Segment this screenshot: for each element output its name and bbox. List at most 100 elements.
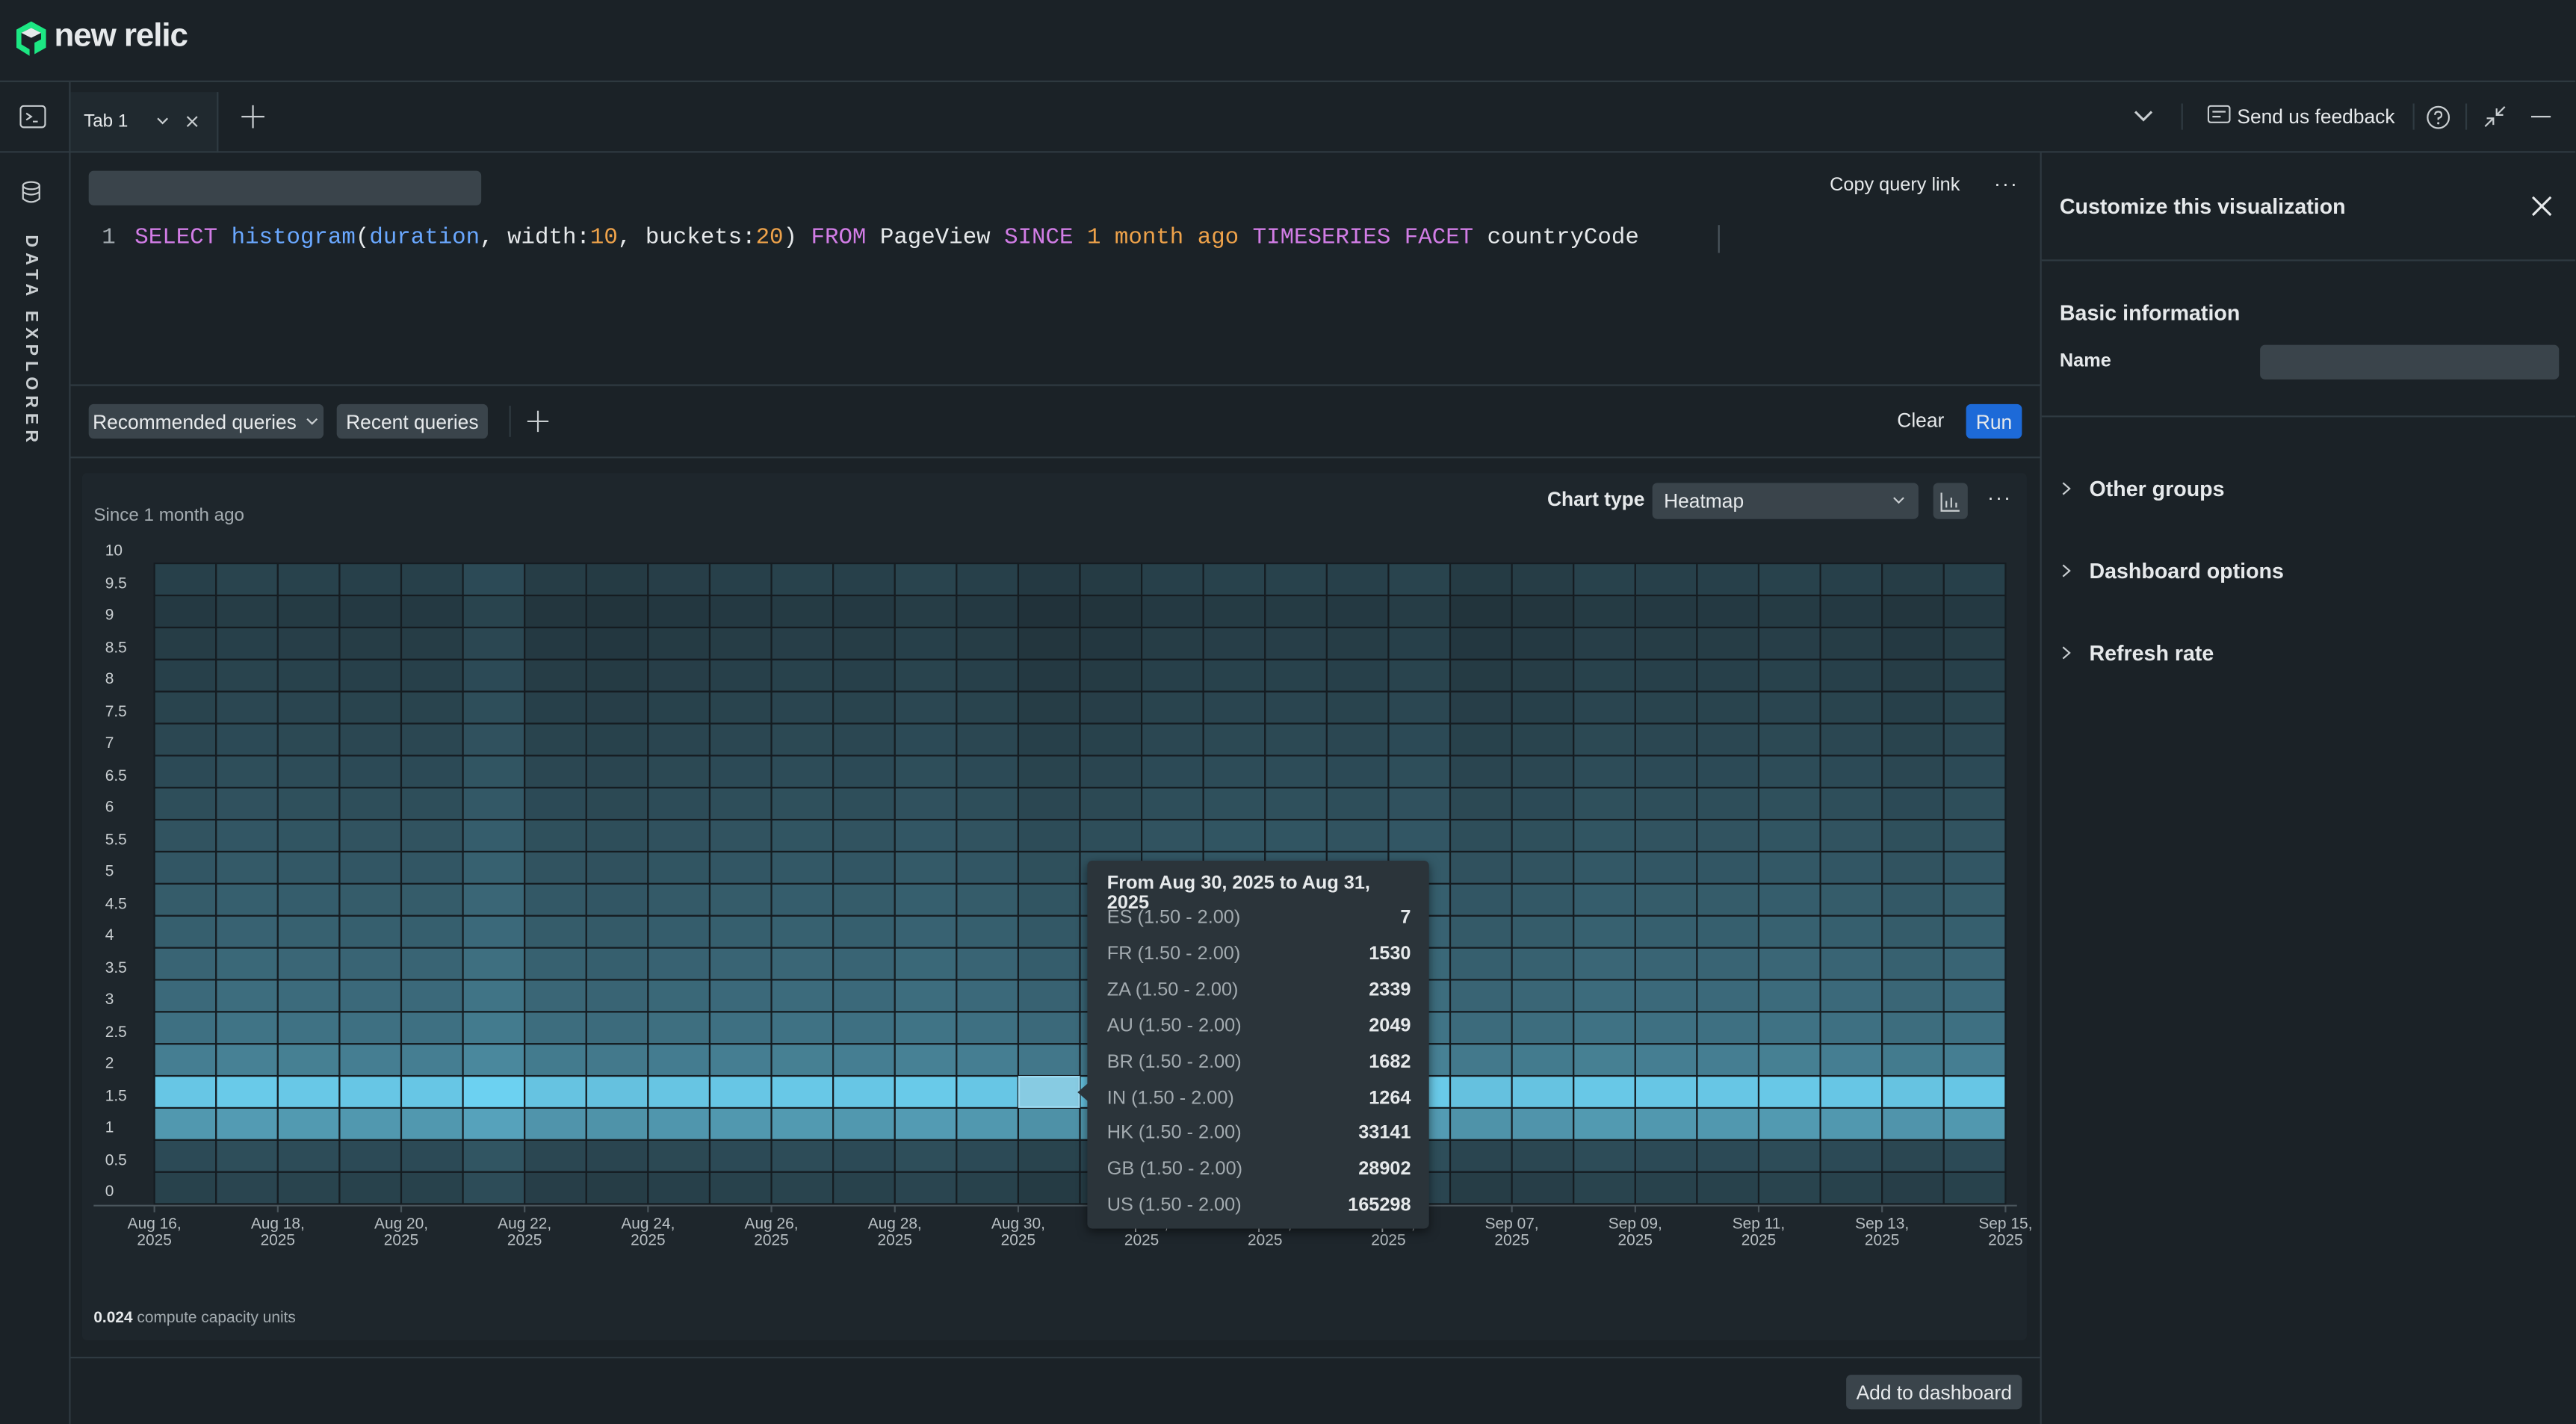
heatmap-cell	[339, 1012, 401, 1044]
heatmap-cell	[710, 1012, 772, 1044]
heatmap-cell	[1265, 820, 1327, 852]
heatmap-cell	[216, 948, 278, 980]
heatmap-cell	[1821, 1044, 1883, 1076]
heatmap-cell	[1635, 1012, 1697, 1044]
heatmap-cell	[1697, 1108, 1759, 1140]
chevron-path	[2063, 483, 2069, 494]
y-tick-label: 5	[105, 864, 114, 880]
heatmap-cell	[1450, 820, 1512, 852]
name-input[interactable]	[2260, 345, 2559, 380]
heatmap-cell	[956, 916, 1018, 948]
heatmap-cell	[1204, 755, 1266, 787]
y-tick-label: 0	[105, 1185, 114, 1201]
heatmap-cell	[648, 1172, 710, 1204]
heatmap-cell	[463, 692, 525, 724]
heatmap-cell	[1697, 755, 1759, 787]
section-toggle[interactable]: Other groups	[2089, 477, 2224, 501]
heatmap-cell	[648, 628, 710, 660]
heatmap-cell	[586, 979, 648, 1012]
heatmap-cell	[463, 1012, 525, 1044]
heatmap-cell	[648, 723, 710, 755]
heatmap-cell	[1450, 755, 1512, 787]
heatmap-cell	[1944, 1044, 2006, 1076]
heatmap-cell	[524, 1140, 586, 1172]
heatmap-cell	[1944, 787, 2006, 820]
heatmap-cell	[833, 723, 895, 755]
heatmap-cell	[1882, 660, 1944, 692]
heatmap-cell	[155, 595, 217, 628]
heatmap-cell	[648, 1076, 710, 1108]
heatmap-cell	[463, 1172, 525, 1204]
heatmap-cell	[1327, 820, 1389, 852]
add-to-dashboard[interactable]: Add to dashboard	[1846, 1375, 2022, 1409]
tooltip-label: ZA (1.50 - 2.00)	[1107, 980, 1239, 1000]
heatmap-cell	[1759, 948, 1821, 980]
heatmap-cell	[772, 1172, 834, 1204]
heatmap-cell	[1759, 1012, 1821, 1044]
y-tick-label: 6.5	[105, 768, 127, 784]
heatmap-cell	[772, 660, 834, 692]
heatmap-cell	[1882, 1140, 1944, 1172]
heatmap-cell	[524, 1076, 586, 1108]
heatmap-cell	[1388, 723, 1450, 755]
heatmap-cell	[1388, 595, 1450, 628]
tooltip-value: 1682	[1369, 1052, 1411, 1071]
heatmap-cell	[1635, 979, 1697, 1012]
section-toggle[interactable]: Refresh rate	[2089, 640, 2214, 665]
tooltip-value: 165298	[1348, 1196, 1411, 1216]
heatmap-cell	[1573, 692, 1635, 724]
heatmap-cell	[895, 948, 957, 980]
heatmap-cell	[1635, 1140, 1697, 1172]
heatmap-cell	[1882, 723, 1944, 755]
heatmap-cell	[1018, 1108, 1080, 1140]
heatmap-cell	[586, 563, 648, 595]
heatmap-cell	[1759, 628, 1821, 660]
heatmap-cell	[1512, 563, 1574, 595]
heatmap-cell	[586, 1140, 648, 1172]
heatmap-cell	[1450, 1140, 1512, 1172]
heatmap-cell	[1882, 1076, 1944, 1108]
heatmap-cell	[1142, 660, 1204, 692]
section-toggle[interactable]: Dashboard options	[2089, 558, 2283, 583]
tooltip-label: US (1.50 - 2.00)	[1107, 1196, 1242, 1216]
heatmap-cell	[1142, 628, 1204, 660]
heatmap-cell	[895, 852, 957, 884]
heatmap-cell	[1759, 563, 1821, 595]
heatmap-cell	[278, 628, 340, 660]
heatmap-cell	[1512, 755, 1574, 787]
tooltip-value: 2339	[1369, 980, 1411, 1000]
heatmap-cell	[1204, 563, 1266, 595]
heatmap-cell	[1821, 787, 1883, 820]
heatmap-cell	[155, 1172, 217, 1204]
heatmap-cell	[278, 1172, 340, 1204]
heatmap-cell	[339, 595, 401, 628]
heatmap-cell	[1635, 787, 1697, 820]
capacity-note: 0.024 compute capacity units	[93, 1310, 296, 1326]
heatmap-cell	[155, 884, 217, 916]
heatmap-cell	[401, 787, 463, 820]
heatmap-cell	[1821, 979, 1883, 1012]
heatmap-cell	[524, 755, 586, 787]
close-panel[interactable]	[2531, 196, 2553, 217]
heatmap-cell	[1944, 1172, 2006, 1204]
heatmap-cell	[1759, 820, 1821, 852]
heatmap-cell	[1327, 595, 1389, 628]
heatmap-cell	[278, 852, 340, 884]
heatmap-cell	[339, 660, 401, 692]
y-tick-label: 2	[105, 1056, 114, 1072]
heatmap-cell	[1388, 755, 1450, 787]
y-tick-label: 1.5	[105, 1089, 127, 1104]
heatmap-cell	[1512, 820, 1574, 852]
heatmap-cell	[1635, 595, 1697, 628]
heatmap-cell	[216, 692, 278, 724]
heatmap-cell	[278, 979, 340, 1012]
heatmap-cell	[1944, 692, 2006, 724]
heatmap-cell	[833, 595, 895, 628]
heatmap-cell	[1882, 948, 1944, 980]
heatmap-cell	[1635, 755, 1697, 787]
section-chevron	[2061, 563, 2071, 578]
y-tick-label: 6	[105, 800, 114, 816]
heatmap-cell	[586, 660, 648, 692]
heatmap-cell	[648, 948, 710, 980]
heatmap-cell	[1882, 1172, 1944, 1204]
